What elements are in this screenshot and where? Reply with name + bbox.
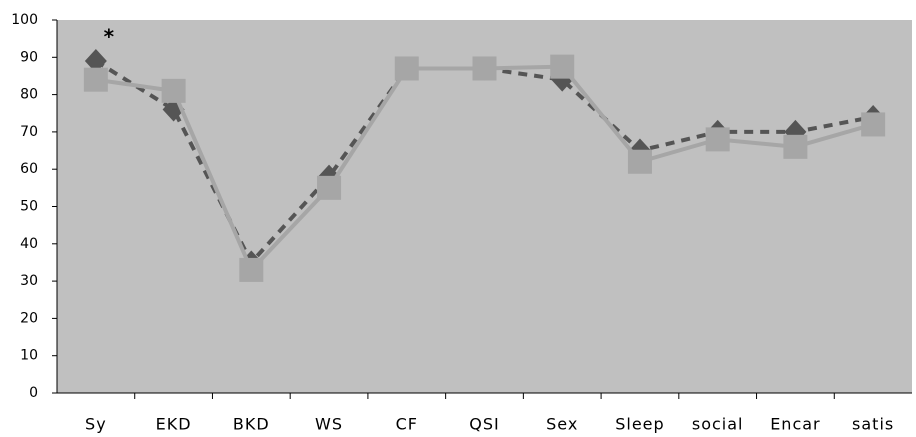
x-tick-label: Sy xyxy=(85,415,107,434)
square-marker xyxy=(472,56,497,81)
x-tick-label: BKD xyxy=(233,415,270,434)
y-tick-label: 40 xyxy=(20,236,38,252)
square-marker xyxy=(239,257,264,282)
y-tick-label: 70 xyxy=(20,124,38,140)
y-tick-label: 60 xyxy=(20,161,38,177)
x-tick-label: CF xyxy=(396,415,418,434)
square-marker xyxy=(550,54,575,79)
y-tick-label: 80 xyxy=(20,87,38,103)
y-tick-label: 20 xyxy=(20,310,38,326)
x-tick-label: QSI xyxy=(469,415,499,434)
y-tick-label: 0 xyxy=(29,385,38,401)
x-tick-label: satis xyxy=(852,415,894,434)
square-marker xyxy=(83,67,108,92)
x-tick-label: WS xyxy=(315,415,343,434)
y-tick-label: 10 xyxy=(20,348,38,364)
square-marker xyxy=(317,175,342,200)
y-tick-label: 50 xyxy=(20,199,38,215)
square-marker xyxy=(861,112,886,137)
square-marker xyxy=(161,78,186,103)
x-tick-label: EKD xyxy=(156,415,192,434)
x-tick-label: Sex xyxy=(546,415,578,434)
x-tick-label: Encar xyxy=(770,415,820,434)
annotation: * xyxy=(104,25,115,49)
square-marker xyxy=(627,149,652,174)
y-tick-label: 30 xyxy=(20,273,38,289)
y-tick-label: 100 xyxy=(11,12,38,28)
square-marker xyxy=(783,134,808,159)
y-tick-label: 90 xyxy=(20,49,38,65)
square-marker xyxy=(394,56,419,81)
square-marker xyxy=(705,127,730,152)
x-tick-label: social xyxy=(692,415,744,434)
diamond-marker xyxy=(84,49,107,74)
plot-area xyxy=(57,20,912,393)
x-tick-label: Sleep xyxy=(615,415,664,434)
